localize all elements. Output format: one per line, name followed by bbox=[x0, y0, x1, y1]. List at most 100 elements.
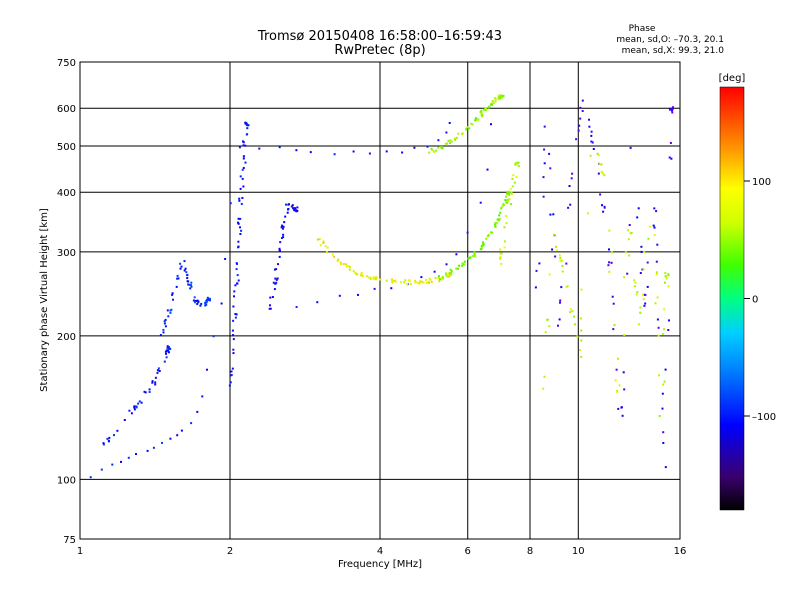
data-point bbox=[602, 210, 605, 213]
data-point bbox=[542, 176, 545, 179]
data-point bbox=[658, 374, 660, 377]
data-point bbox=[282, 233, 285, 236]
data-point bbox=[291, 204, 294, 207]
data-point bbox=[559, 259, 562, 262]
data-point bbox=[171, 292, 174, 295]
data-point bbox=[588, 118, 590, 121]
data-point bbox=[445, 263, 448, 266]
data-point bbox=[437, 277, 440, 280]
data-point bbox=[176, 274, 179, 277]
data-point bbox=[499, 96, 502, 99]
data-point bbox=[506, 200, 509, 203]
data-point bbox=[497, 98, 500, 100]
data-point bbox=[655, 260, 658, 263]
data-point bbox=[494, 225, 497, 228]
data-point bbox=[133, 405, 136, 408]
data-point bbox=[498, 219, 500, 222]
data-point bbox=[639, 306, 642, 309]
data-point bbox=[664, 272, 667, 275]
data-point bbox=[422, 281, 425, 284]
data-point bbox=[488, 105, 491, 108]
data-point bbox=[354, 272, 357, 274]
data-point bbox=[455, 253, 458, 256]
data-point bbox=[543, 375, 546, 378]
data-point bbox=[665, 277, 668, 280]
y-tick-label: 500 bbox=[57, 142, 76, 153]
data-point bbox=[187, 280, 190, 283]
colorbar-ticks: 100 0 –100 bbox=[744, 177, 776, 423]
y-tick-label: 600 bbox=[57, 104, 76, 115]
data-point bbox=[287, 208, 290, 210]
data-point bbox=[670, 157, 673, 160]
data-point bbox=[590, 134, 593, 137]
data-point bbox=[437, 139, 440, 142]
data-point bbox=[571, 172, 574, 175]
data-point bbox=[601, 204, 603, 207]
data-point bbox=[463, 260, 466, 263]
data-point bbox=[603, 206, 606, 209]
data-point bbox=[241, 197, 244, 199]
data-point bbox=[472, 255, 475, 257]
data-point bbox=[284, 215, 287, 218]
data-point bbox=[242, 155, 245, 158]
data-point bbox=[148, 388, 151, 391]
data-point bbox=[480, 109, 483, 112]
data-point bbox=[204, 303, 207, 306]
data-point bbox=[449, 142, 451, 145]
data-point bbox=[372, 277, 375, 280]
data-point bbox=[653, 234, 656, 236]
data-point bbox=[499, 94, 502, 97]
plot-area: 1 2 4 6 8 10 16 75 100 200 300 400 500 600 750 bbox=[57, 58, 686, 557]
data-point bbox=[316, 238, 319, 241]
data-point bbox=[662, 383, 665, 386]
data-point bbox=[123, 419, 126, 421]
data-point bbox=[366, 275, 369, 278]
data-point bbox=[184, 267, 187, 270]
data-point bbox=[640, 250, 643, 253]
data-point bbox=[499, 211, 502, 214]
data-point bbox=[482, 242, 485, 245]
data-point bbox=[190, 285, 193, 288]
data-point bbox=[347, 265, 350, 268]
data-point bbox=[240, 229, 243, 232]
data-point bbox=[667, 329, 670, 331]
data-point bbox=[654, 302, 657, 305]
data-point bbox=[333, 255, 336, 258]
data-point bbox=[324, 245, 327, 248]
data-point bbox=[391, 280, 394, 283]
data-point bbox=[237, 240, 240, 243]
data-point bbox=[159, 334, 162, 337]
data-point bbox=[404, 279, 407, 282]
data-point bbox=[569, 311, 572, 314]
data-point bbox=[235, 268, 238, 271]
data-point bbox=[598, 162, 601, 165]
data-point bbox=[168, 347, 171, 350]
data-point bbox=[494, 97, 497, 100]
data-point bbox=[100, 468, 103, 471]
data-point bbox=[428, 151, 431, 154]
data-point bbox=[661, 392, 664, 395]
data-point bbox=[163, 320, 166, 323]
phase-stats-x: mean, sd,X: 99.3, 21.0 bbox=[622, 46, 725, 56]
plot-frame bbox=[79, 61, 681, 540]
data-point bbox=[360, 273, 363, 275]
data-point bbox=[496, 221, 499, 224]
data-point bbox=[130, 412, 133, 415]
data-point bbox=[482, 243, 485, 246]
phase-stats-o: mean, sd,O: –70.3, 20.1 bbox=[616, 35, 724, 45]
data-point bbox=[491, 231, 494, 234]
y-tick-label: 200 bbox=[57, 332, 76, 343]
data-point bbox=[644, 302, 647, 305]
data-point bbox=[273, 268, 276, 271]
y-tick-label: 400 bbox=[57, 188, 76, 199]
data-point bbox=[509, 188, 512, 191]
data-point bbox=[514, 162, 517, 165]
data-point bbox=[200, 302, 203, 305]
data-point bbox=[420, 280, 423, 283]
data-point bbox=[499, 248, 502, 251]
x-tick-label: 10 bbox=[572, 546, 585, 557]
data-point bbox=[340, 263, 342, 266]
data-point bbox=[637, 323, 640, 326]
data-point bbox=[171, 293, 174, 296]
data-point bbox=[108, 436, 111, 439]
